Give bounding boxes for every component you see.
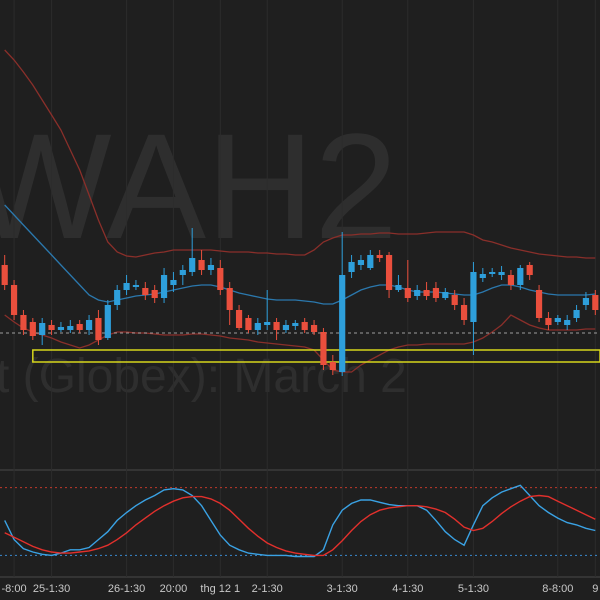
candle-body: [498, 272, 505, 275]
candle-body: [235, 310, 243, 328]
candle-body: [385, 255, 393, 290]
candle-body: [160, 275, 168, 298]
candle-body: [254, 323, 261, 330]
candle-body: [67, 326, 74, 330]
candle-body: [357, 260, 365, 265]
candle-body: [114, 290, 121, 305]
x-tick-label: 2-1:30: [252, 583, 283, 595]
candle-body: [245, 318, 252, 330]
candle-body: [554, 318, 561, 322]
candle-body: [123, 283, 130, 290]
candle-body: [301, 322, 308, 330]
candle-body: [48, 325, 55, 330]
candle-body: [264, 322, 271, 325]
candle-body: [142, 288, 149, 295]
x-tick-label: 26-1:30: [108, 583, 145, 595]
candle-body: [95, 318, 102, 340]
candle-body: [404, 288, 411, 298]
candle-body: [535, 290, 543, 318]
candle-body: [217, 268, 224, 290]
candle-body: [273, 322, 280, 330]
candle-body: [226, 288, 233, 310]
candle-body: [432, 288, 440, 298]
x-tick-label: 9: [592, 583, 598, 595]
candle-body: [573, 310, 580, 318]
candle-body: [85, 320, 93, 330]
candle-body: [29, 322, 36, 336]
candle-body: [414, 290, 421, 296]
candle-body: [395, 285, 402, 290]
candle-body: [189, 258, 196, 272]
candle-body: [20, 315, 27, 330]
candle-body: [179, 270, 186, 275]
candle-body: [57, 327, 65, 330]
candle-body: [367, 255, 374, 268]
candle-body: [329, 362, 336, 370]
band-lower: [4, 314, 596, 373]
candle-body: [198, 260, 205, 270]
candle-body: [545, 318, 552, 325]
x-tick-label: 20:00: [160, 583, 188, 595]
candle-body: [442, 292, 449, 298]
x-tick-label: 4-1:30: [392, 583, 423, 595]
watermark-symbol: WAH2: [0, 102, 398, 270]
candle-body: [104, 305, 111, 338]
candle-body: [10, 285, 18, 315]
candle-body: [1, 265, 8, 285]
candle-body: [310, 325, 318, 332]
band-upper: [4, 49, 596, 259]
candle-body: [348, 262, 355, 272]
x-tick-label: 25-1:30: [33, 583, 70, 595]
candle-body: [507, 275, 515, 285]
band-middle: [4, 204, 596, 305]
candle-body: [320, 332, 327, 365]
candle-body: [517, 268, 524, 285]
candle-body: [39, 323, 46, 335]
x-tick-label: 5-1:30: [458, 583, 489, 595]
oscillator-line: [4, 484, 596, 558]
candle-body: [470, 272, 477, 322]
candle-body: [76, 324, 83, 330]
price-zone: [32, 349, 600, 363]
candle-body: [339, 275, 346, 372]
watermark-contract: t (Globex): March 2: [0, 350, 407, 403]
oscillator-line: [4, 494, 596, 557]
candle-body: [376, 255, 383, 258]
candle-body: [489, 272, 496, 274]
candle-body: [451, 295, 458, 305]
candle-body: [582, 298, 590, 305]
candle-body: [282, 325, 290, 330]
candle-body: [423, 290, 430, 296]
candle-body: [592, 295, 599, 310]
candle-body: [132, 285, 140, 287]
candle-body: [460, 305, 468, 320]
x-tick-label: 8-8:00: [542, 583, 573, 595]
candle-body: [526, 265, 533, 275]
x-tick-label: thg 12 1: [200, 583, 240, 595]
x-tick-label: 3-1:30: [327, 583, 358, 595]
x-tick-label: -8:00: [2, 583, 27, 595]
candle-body: [151, 290, 158, 298]
candle-body: [170, 280, 177, 285]
candle-body: [479, 274, 486, 278]
candle-body: [207, 265, 215, 270]
candle-body: [292, 323, 299, 326]
candle-body: [564, 320, 571, 325]
